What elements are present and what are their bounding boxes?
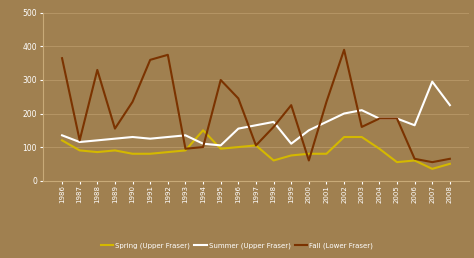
Summer (Upper Fraser) <box>306 129 312 132</box>
Fall (Lower Fraser) <box>412 157 418 160</box>
Fall (Lower Fraser) <box>429 160 435 164</box>
Spring (Upper Fraser) <box>165 151 171 154</box>
Spring (Upper Fraser) <box>200 129 206 132</box>
Fall (Lower Fraser) <box>147 58 153 61</box>
Spring (Upper Fraser) <box>182 149 188 152</box>
Fall (Lower Fraser) <box>77 139 82 142</box>
Summer (Upper Fraser) <box>130 135 136 139</box>
Fall (Lower Fraser) <box>324 100 329 103</box>
Fall (Lower Fraser) <box>182 147 188 150</box>
Fall (Lower Fraser) <box>112 127 118 130</box>
Summer (Upper Fraser) <box>341 112 347 115</box>
Spring (Upper Fraser) <box>59 139 65 142</box>
Summer (Upper Fraser) <box>447 104 453 107</box>
Summer (Upper Fraser) <box>59 134 65 137</box>
Summer (Upper Fraser) <box>77 140 82 143</box>
Spring (Upper Fraser) <box>218 147 224 150</box>
Summer (Upper Fraser) <box>324 120 329 124</box>
Spring (Upper Fraser) <box>429 167 435 171</box>
Spring (Upper Fraser) <box>359 135 365 139</box>
Fall (Lower Fraser) <box>218 78 224 82</box>
Summer (Upper Fraser) <box>94 139 100 142</box>
Spring (Upper Fraser) <box>412 159 418 162</box>
Summer (Upper Fraser) <box>394 117 400 120</box>
Fall (Lower Fraser) <box>271 125 276 128</box>
Fall (Lower Fraser) <box>288 104 294 107</box>
Summer (Upper Fraser) <box>112 137 118 140</box>
Legend: Spring (Upper Fraser), Summer (Upper Fraser), Fall (Lower Fraser): Spring (Upper Fraser), Summer (Upper Fra… <box>98 240 376 252</box>
Summer (Upper Fraser) <box>271 120 276 124</box>
Spring (Upper Fraser) <box>147 152 153 155</box>
Summer (Upper Fraser) <box>182 134 188 137</box>
Spring (Upper Fraser) <box>77 149 82 152</box>
Summer (Upper Fraser) <box>147 137 153 140</box>
Summer (Upper Fraser) <box>253 124 259 127</box>
Fall (Lower Fraser) <box>94 68 100 71</box>
Summer (Upper Fraser) <box>376 117 382 120</box>
Spring (Upper Fraser) <box>324 152 329 155</box>
Summer (Upper Fraser) <box>412 124 418 127</box>
Spring (Upper Fraser) <box>94 151 100 154</box>
Fall (Lower Fraser) <box>376 117 382 120</box>
Summer (Upper Fraser) <box>359 109 365 112</box>
Spring (Upper Fraser) <box>341 135 347 139</box>
Fall (Lower Fraser) <box>306 159 312 162</box>
Summer (Upper Fraser) <box>200 142 206 145</box>
Line: Summer (Upper Fraser): Summer (Upper Fraser) <box>62 82 450 146</box>
Spring (Upper Fraser) <box>306 152 312 155</box>
Summer (Upper Fraser) <box>218 144 224 147</box>
Fall (Lower Fraser) <box>253 144 259 147</box>
Fall (Lower Fraser) <box>200 146 206 149</box>
Fall (Lower Fraser) <box>59 57 65 60</box>
Spring (Upper Fraser) <box>394 160 400 164</box>
Summer (Upper Fraser) <box>288 142 294 145</box>
Fall (Lower Fraser) <box>341 48 347 51</box>
Summer (Upper Fraser) <box>429 80 435 83</box>
Spring (Upper Fraser) <box>447 162 453 165</box>
Spring (Upper Fraser) <box>130 152 136 155</box>
Line: Spring (Upper Fraser): Spring (Upper Fraser) <box>62 130 450 169</box>
Spring (Upper Fraser) <box>271 159 276 162</box>
Summer (Upper Fraser) <box>165 135 171 139</box>
Summer (Upper Fraser) <box>236 127 241 130</box>
Fall (Lower Fraser) <box>394 117 400 120</box>
Fall (Lower Fraser) <box>359 125 365 128</box>
Line: Fall (Lower Fraser): Fall (Lower Fraser) <box>62 50 450 162</box>
Spring (Upper Fraser) <box>112 149 118 152</box>
Fall (Lower Fraser) <box>236 97 241 100</box>
Fall (Lower Fraser) <box>130 100 136 103</box>
Spring (Upper Fraser) <box>288 154 294 157</box>
Fall (Lower Fraser) <box>165 53 171 57</box>
Fall (Lower Fraser) <box>447 157 453 160</box>
Spring (Upper Fraser) <box>236 146 241 149</box>
Spring (Upper Fraser) <box>376 147 382 150</box>
Spring (Upper Fraser) <box>253 144 259 147</box>
